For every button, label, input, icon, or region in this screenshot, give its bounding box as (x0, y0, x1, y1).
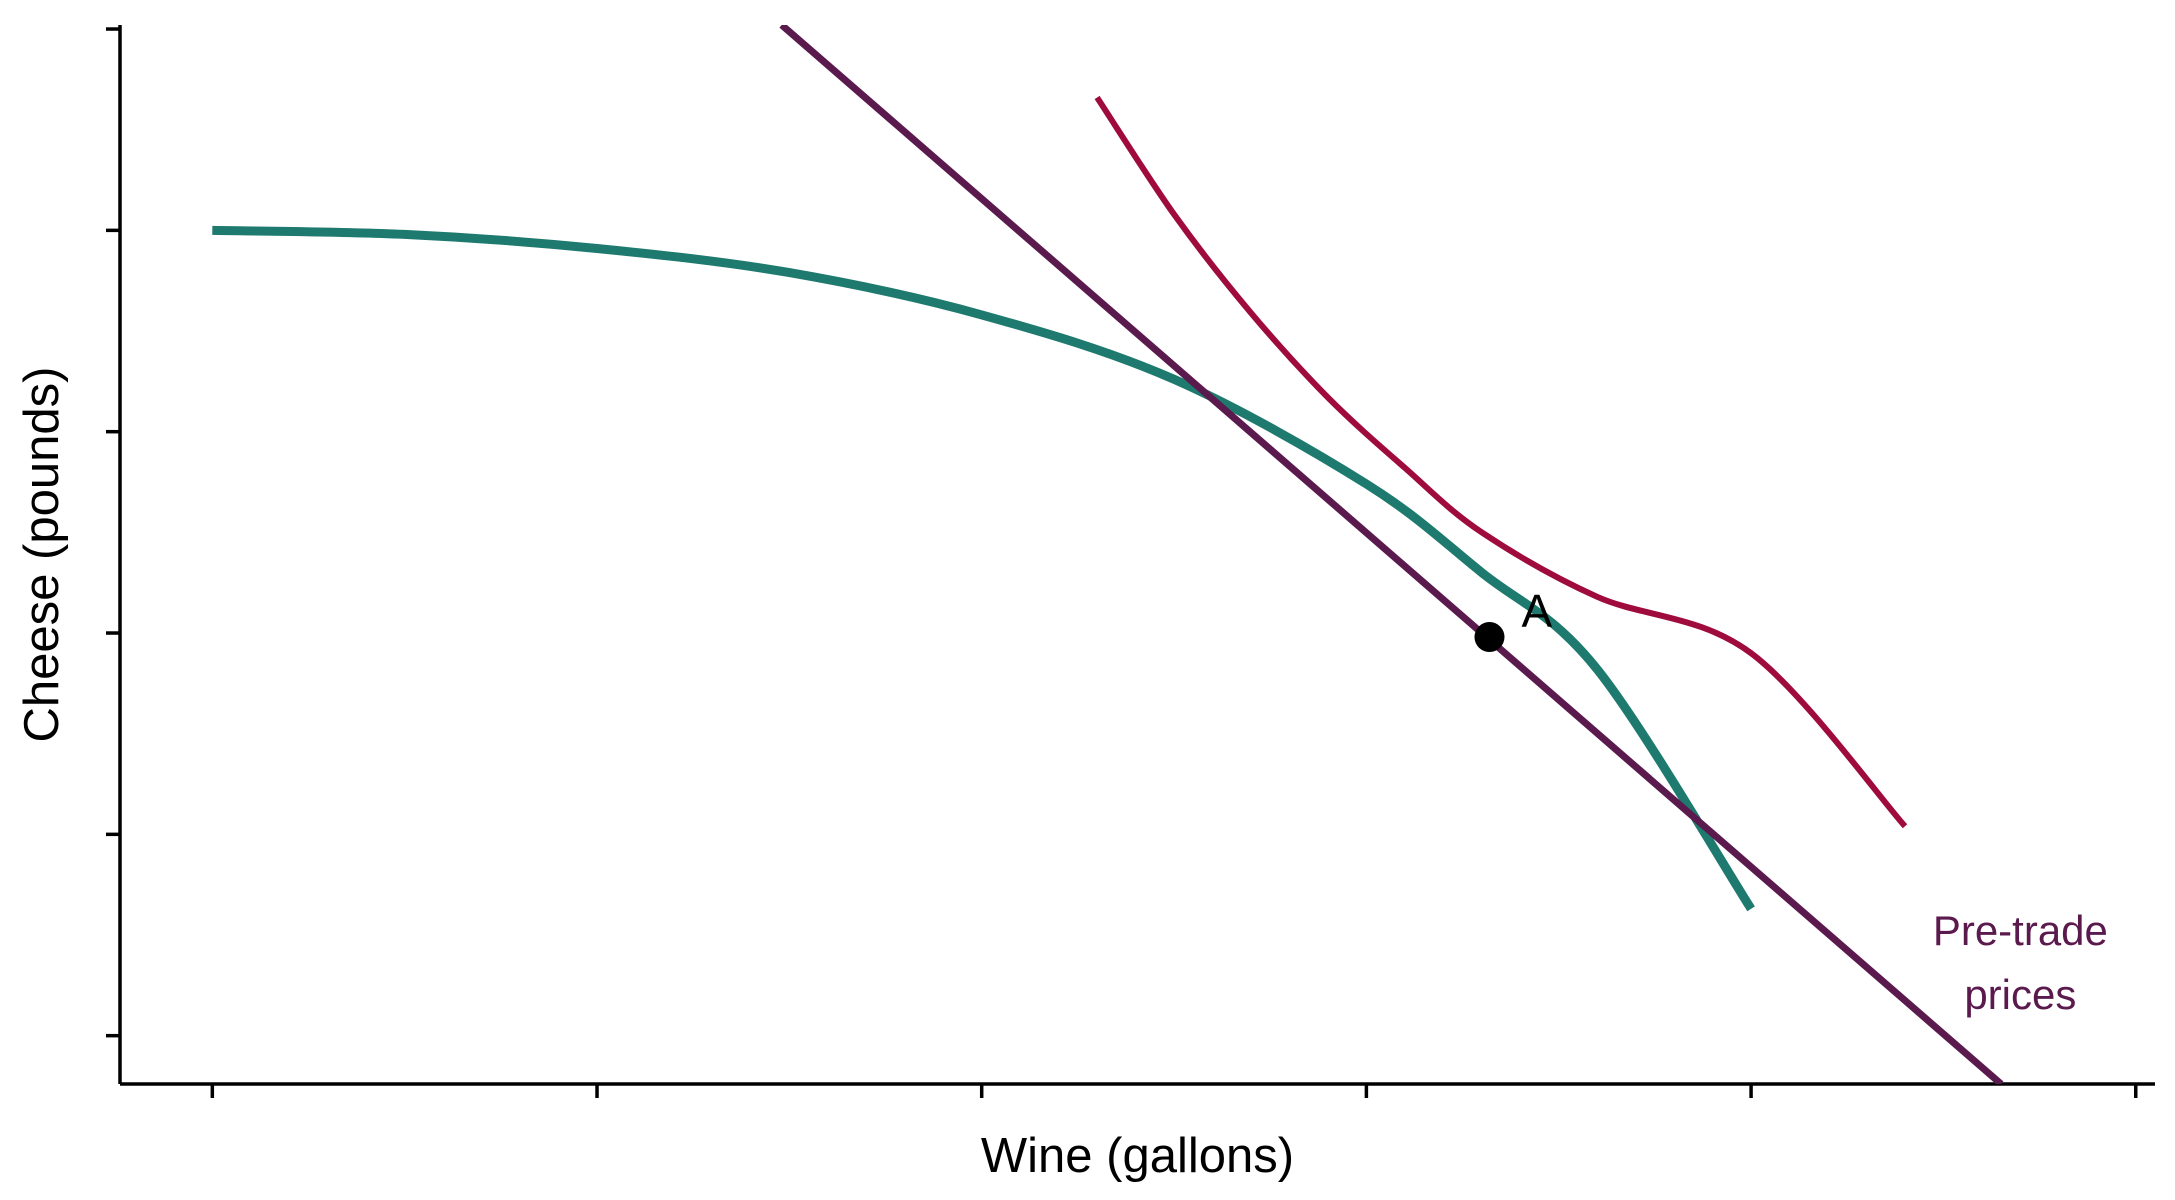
series-price-line (779, 25, 2004, 1084)
chart-points: A Pre-trade prices (1474, 585, 2108, 1018)
annotation-label: Pre-trade prices (1933, 907, 2108, 1018)
chart-curves (212, 25, 2004, 1084)
point-label: A (1521, 585, 1552, 637)
annotation-line: prices (1964, 971, 2076, 1018)
series-production-possibilities-frontier (212, 225, 1755, 912)
series-indifference-curve (1094, 95, 1908, 829)
x-axis-label: Wine (gallons) (981, 1129, 1294, 1183)
annotation-line: Pre-trade (1933, 907, 2108, 954)
axes (106, 25, 2155, 1098)
point-marker (1474, 622, 1505, 653)
y-axis-label: Cheese (pounds) (15, 367, 69, 743)
